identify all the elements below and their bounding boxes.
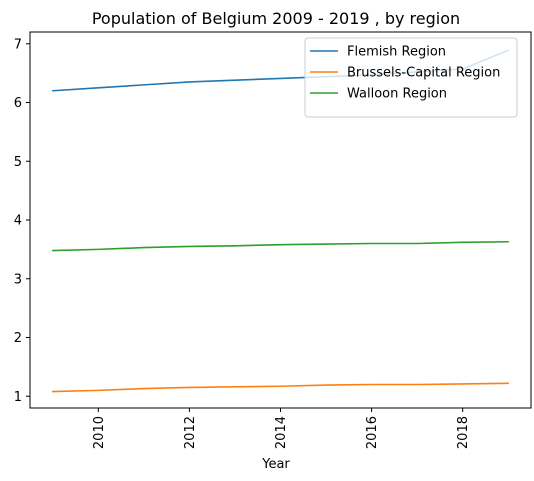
x-tick-label: 2014 <box>274 416 289 449</box>
y-tick-label: 3 <box>14 272 22 287</box>
legend-label: Flemish Region <box>347 45 446 60</box>
y-tick-label: 1 <box>14 390 22 405</box>
y-tick-label: 5 <box>14 155 22 170</box>
x-tick-label: 2012 <box>183 416 198 449</box>
legend: Flemish Region Brussels-Capital Region Wal… <box>304 37 518 118</box>
x-tick-label: 2018 <box>456 416 471 449</box>
x-axis: 2010 2012 2014 2016 2018 <box>92 408 471 449</box>
y-tick-label: 6 <box>14 96 22 111</box>
chart-title: Population of Belgium 2009 - 2019 , by r… <box>92 9 460 28</box>
x-tick-label: 2010 <box>92 416 107 449</box>
legend-label: Brussels-Capital Region <box>347 66 500 81</box>
legend-label: Walloon Region <box>347 87 447 102</box>
y-axis: 1 2 3 4 5 6 7 <box>14 37 30 405</box>
x-axis-label: Year <box>261 457 290 472</box>
y-tick-label: 7 <box>14 37 22 52</box>
series-line <box>51 240 510 252</box>
series-line <box>51 382 510 393</box>
y-tick-label: 4 <box>14 214 22 229</box>
y-tick-label: 2 <box>14 331 22 346</box>
x-tick-label: 2016 <box>365 416 380 449</box>
legend-box <box>304 37 518 118</box>
